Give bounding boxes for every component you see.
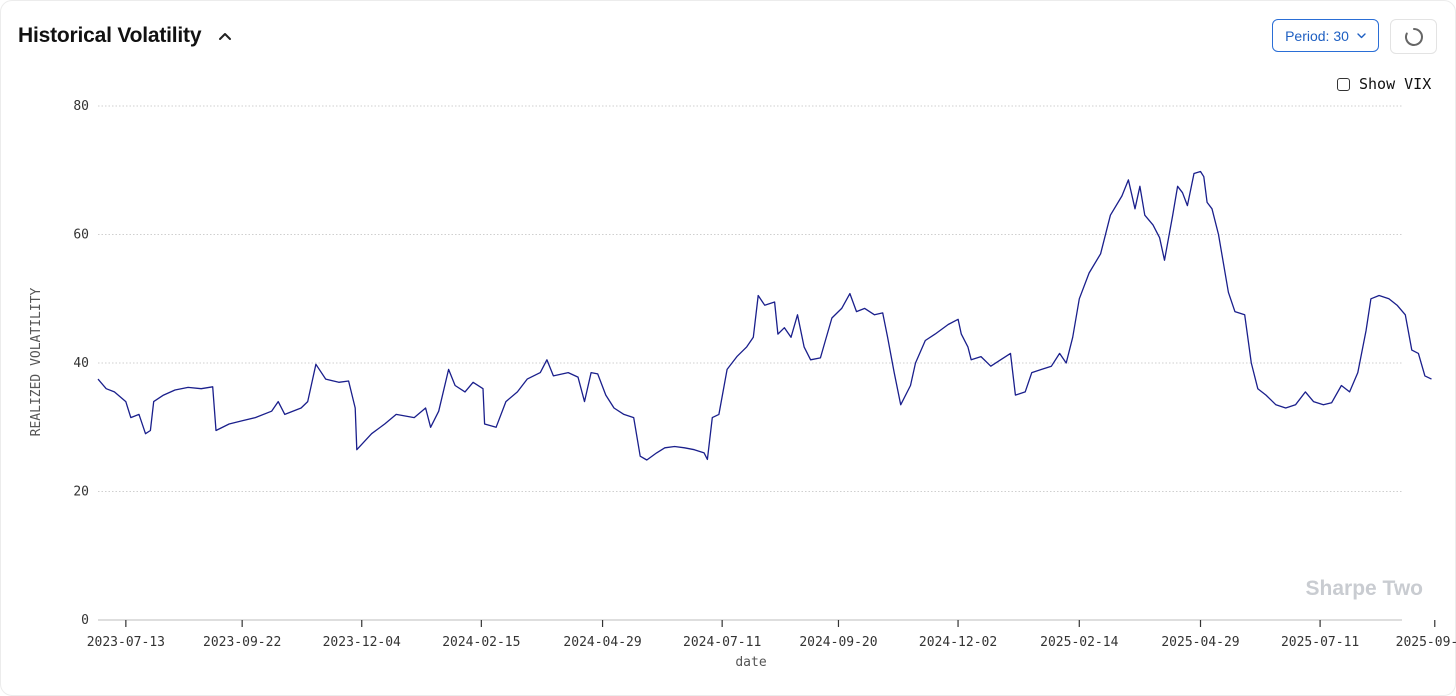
y-tick-label: 80 [73,99,89,114]
period-select[interactable]: Period: 30 [1272,19,1379,52]
x-tick-label: 2024-02-15 [442,635,520,650]
x-tick-label: 2025-07-11 [1281,635,1359,650]
x-tick-label: 2024-04-29 [563,635,641,650]
collapse-toggle[interactable] [215,26,235,46]
card-header: Historical Volatility [18,20,235,52]
y-tick-label: 20 [73,485,89,500]
show-vix-toggle[interactable]: Show VIX [1337,75,1431,93]
x-tick-label: 2025-09-19 [1396,635,1456,650]
x-tick-label: 2024-07-11 [683,635,761,650]
x-tick-label: 2023-07-13 [87,635,165,650]
volatility-series-line [97,170,1432,461]
refresh-button[interactable] [1390,19,1437,54]
x-tick-label: 2023-12-04 [323,635,401,650]
x-tick-label: 2023-09-22 [203,635,281,650]
show-vix-label: Show VIX [1359,75,1432,93]
y-tick-label: 0 [81,613,89,628]
x-axis-label: date [735,655,766,670]
x-tick-label: 2025-02-14 [1040,635,1118,650]
chart-title: Historical Volatility [18,24,202,47]
y-axis-label: REALIZED VOLATILITY [29,287,44,436]
chevron-up-icon [219,33,232,40]
period-select-label: Period: 30 [1285,27,1349,44]
grid-lines [98,105,1402,621]
watermark: Sharpe Two [1306,577,1423,600]
loading-spinner-icon [1404,27,1423,46]
y-tick-label: 40 [73,356,89,371]
show-vix-checkbox[interactable] [1337,77,1350,91]
y-axis-ticks: 0 20 40 60 80 [73,99,89,628]
y-tick-label: 60 [73,228,89,243]
x-tick-label: 2024-12-02 [919,635,997,650]
x-tick-label: 2024-09-20 [799,635,877,650]
x-axis-ticks: 2023-07-13 2023-09-22 2023-12-04 2024-02-15… [87,620,1456,650]
x-tick-label: 2025-04-29 [1161,635,1239,650]
chevron-down-icon [1357,32,1366,38]
